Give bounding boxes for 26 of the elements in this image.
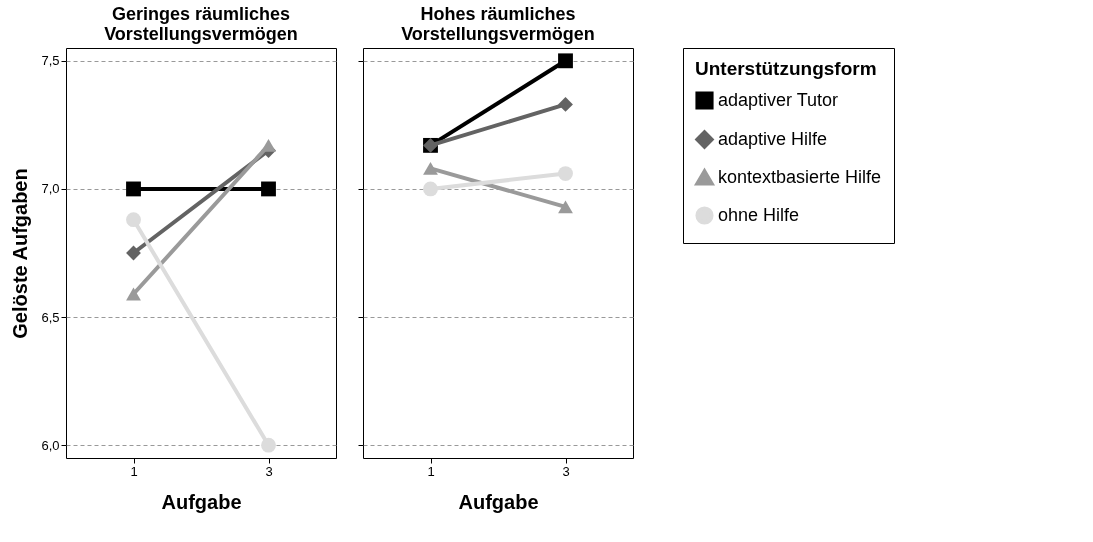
- point: [126, 181, 141, 197]
- legend-label: adaptive Hilfe: [718, 128, 828, 149]
- legend-title: Unterstützungsform: [695, 58, 877, 79]
- legend-label: kontextbasierte Hilfe: [718, 166, 882, 187]
- point: [558, 96, 573, 112]
- x-tick-label: 3: [265, 463, 273, 479]
- legend-label: ohne Hilfe: [718, 204, 800, 225]
- point: [126, 212, 141, 228]
- x-tick-label: 1: [130, 463, 138, 479]
- x-axis-title: Aufgabe: [458, 490, 539, 513]
- x-axis-title: Aufgabe: [161, 490, 242, 513]
- point: [558, 53, 573, 69]
- point: [261, 437, 276, 453]
- point: [261, 181, 276, 197]
- x-tick-label: 3: [562, 463, 570, 479]
- chart-title: Hohes räumliches Vorstellungsvermögen: [401, 3, 595, 44]
- point: [423, 181, 438, 197]
- chart-title: Geringes räumliches Vorstellungsvermögen: [104, 4, 298, 44]
- point: [558, 166, 573, 181]
- y-tick-label: 7,0: [41, 181, 60, 197]
- legend-label: adaptiver Tutor: [718, 89, 839, 110]
- x-tick-label: 1: [427, 463, 435, 479]
- y-axis-title: Gelöste Aufgaben: [9, 168, 32, 339]
- y-tick-label: 6,5: [41, 309, 60, 325]
- y-tick-label: 7,5: [41, 53, 60, 69]
- y-tick-label: 6,0: [41, 437, 60, 453]
